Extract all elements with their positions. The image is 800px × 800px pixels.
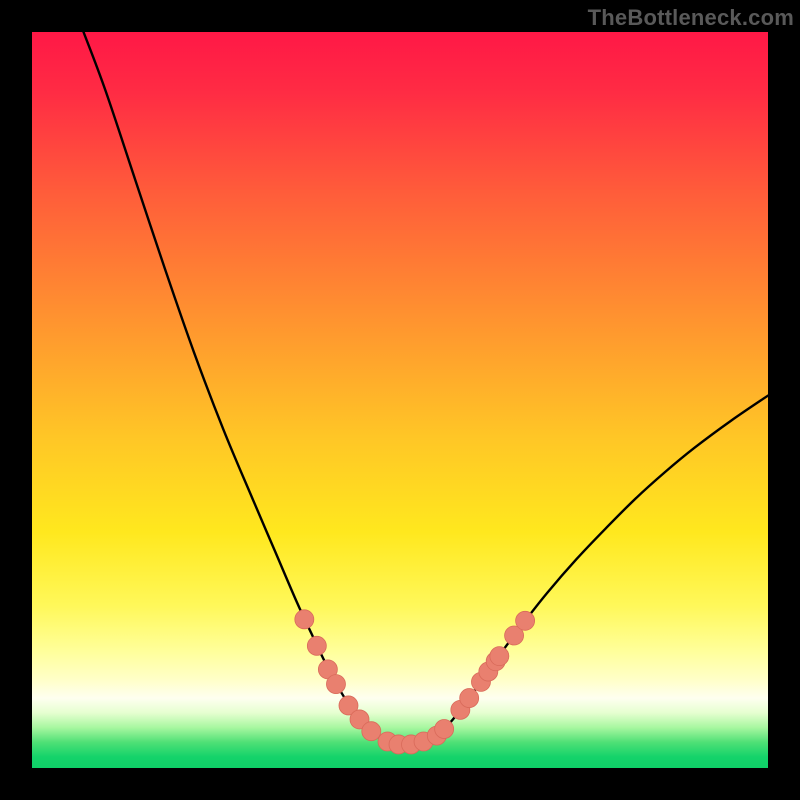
data-marker: [295, 610, 314, 629]
data-marker: [516, 611, 535, 630]
data-marker: [490, 647, 509, 666]
data-marker: [460, 689, 479, 708]
data-marker: [435, 719, 454, 738]
chart-background: [32, 32, 768, 768]
watermark-text: TheBottleneck.com: [588, 5, 794, 31]
chart-plot-area: [32, 32, 768, 768]
data-marker: [362, 722, 381, 741]
data-marker: [307, 636, 326, 655]
data-marker: [326, 675, 345, 694]
